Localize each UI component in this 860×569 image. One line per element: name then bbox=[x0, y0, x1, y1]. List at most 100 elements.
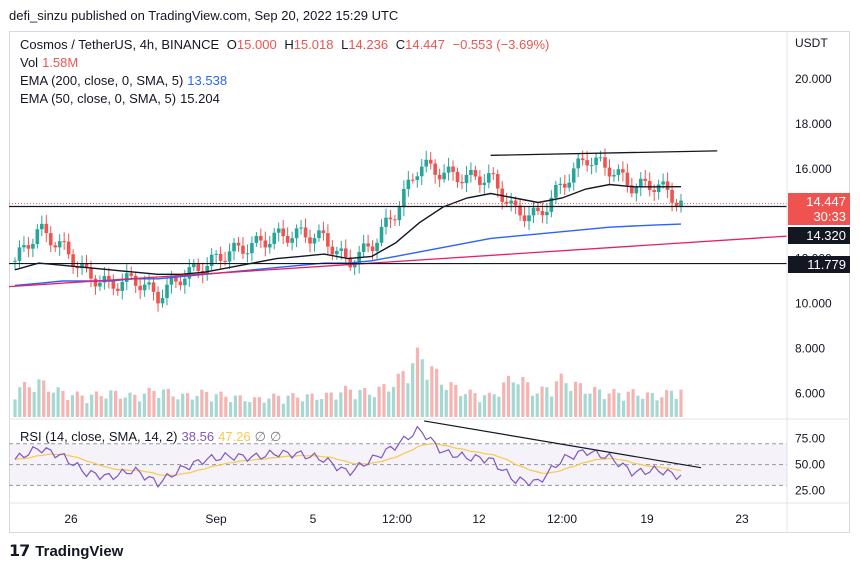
volume-bar bbox=[679, 389, 683, 417]
candle-body bbox=[437, 174, 442, 180]
volume-bar bbox=[324, 392, 329, 417]
candle-body bbox=[455, 171, 460, 183]
volume-bar bbox=[578, 383, 582, 417]
candle-body bbox=[156, 291, 160, 304]
candle-body bbox=[482, 182, 487, 185]
candle-body bbox=[232, 242, 236, 252]
candle-body bbox=[183, 278, 187, 286]
volume-bar bbox=[80, 395, 84, 417]
volume-bar bbox=[276, 395, 281, 417]
candle-body bbox=[634, 187, 639, 194]
candle-body bbox=[312, 238, 317, 244]
volume-bar bbox=[267, 398, 271, 417]
candle-body bbox=[670, 189, 674, 203]
volume-bar bbox=[85, 403, 89, 417]
candle-body bbox=[352, 264, 357, 268]
volume-bar bbox=[660, 397, 664, 417]
trend-line bbox=[9, 235, 788, 288]
candle-body bbox=[446, 166, 451, 173]
volume-bar bbox=[502, 382, 506, 417]
ema200-value: 13.538 bbox=[187, 73, 228, 88]
volume-bar bbox=[128, 392, 132, 417]
candle-body bbox=[656, 184, 661, 193]
candle-body bbox=[603, 157, 607, 168]
candle-body bbox=[554, 184, 558, 198]
volume-bar bbox=[161, 389, 166, 417]
volume-bar bbox=[526, 382, 530, 417]
volume-bar bbox=[229, 402, 233, 417]
volume-bar bbox=[37, 379, 41, 417]
volume-bar bbox=[435, 368, 439, 417]
volume-bar bbox=[669, 390, 674, 417]
high-label: H bbox=[284, 37, 294, 52]
time-tick-label: 12:00 bbox=[382, 512, 412, 526]
ema200-line bbox=[14, 223, 682, 287]
volume-bar bbox=[90, 394, 94, 417]
candle-body bbox=[299, 227, 303, 229]
candle-body bbox=[612, 175, 616, 177]
rsi-divergence-line bbox=[424, 420, 702, 469]
candle-body bbox=[402, 188, 406, 208]
candle-body bbox=[48, 233, 53, 246]
price-tick-label: 6.000 bbox=[795, 386, 825, 400]
candle-body bbox=[589, 165, 594, 167]
volume-bar bbox=[602, 399, 606, 417]
candle-body bbox=[98, 282, 102, 287]
time-tick-label: 12:00 bbox=[547, 512, 577, 526]
rsi-extra1: ∅ bbox=[254, 429, 266, 444]
volume-bar bbox=[425, 379, 429, 417]
candle-body bbox=[263, 240, 268, 248]
overlays bbox=[9, 150, 788, 288]
candle-body bbox=[411, 179, 415, 181]
candle-body bbox=[571, 168, 576, 183]
candle-body bbox=[26, 245, 31, 249]
volume-bar bbox=[348, 389, 352, 417]
volume-bar bbox=[631, 389, 635, 417]
volume-bar bbox=[363, 388, 367, 417]
countdown-tag: 30:33 bbox=[788, 208, 850, 225]
price-chart[interactable]: 75.00 50.00 25.00 USDT 20.000 18.000 16.000 14… bbox=[9, 31, 850, 533]
ema200-legend[interactable]: EMA (200, close, 0, SMA, 5) 13.538 bbox=[20, 73, 231, 88]
volume-bar bbox=[406, 383, 410, 417]
candle-body bbox=[451, 166, 455, 172]
candle-body bbox=[607, 167, 612, 177]
ema50-legend[interactable]: EMA (50, close, 0, SMA, 5) 15.204 bbox=[20, 91, 224, 106]
candle-body bbox=[57, 241, 62, 248]
candle-body bbox=[464, 174, 469, 184]
rsi-tick-label: 50.00 bbox=[795, 458, 825, 472]
footer-brand[interactable]: 𝟭𝟳 TradingView bbox=[9, 541, 123, 561]
low-label: L bbox=[341, 37, 349, 52]
volume-bar bbox=[243, 401, 247, 417]
volume-bar bbox=[387, 391, 391, 417]
volume-bar bbox=[382, 384, 386, 417]
volume-legend[interactable]: Vol 1.58M bbox=[20, 55, 82, 70]
rsi-label: RSI (14, close, SMA, 14, 2) bbox=[20, 429, 178, 444]
volume-bar bbox=[152, 390, 156, 417]
volume-bar bbox=[353, 399, 357, 417]
volume-bar bbox=[344, 385, 348, 417]
candle-body bbox=[478, 176, 482, 185]
time-tick-label: Sep bbox=[205, 512, 227, 526]
candle-body bbox=[120, 281, 125, 291]
candle-body bbox=[160, 298, 165, 304]
volume-bars bbox=[13, 347, 683, 417]
volume-bar bbox=[597, 389, 602, 417]
candle-body bbox=[665, 181, 670, 190]
symbol-label[interactable]: Cosmos / TetherUS, 4h, BINANCE bbox=[20, 37, 220, 52]
candle-body bbox=[111, 279, 116, 289]
volume-bar bbox=[473, 393, 477, 417]
candle-body bbox=[44, 223, 49, 234]
volume-bar bbox=[104, 398, 108, 417]
change-value: −0.553 (−3.69%) bbox=[452, 37, 550, 52]
volume-bar bbox=[674, 398, 678, 417]
volume-bar bbox=[468, 389, 472, 417]
candle-body bbox=[366, 243, 370, 247]
volume-bar bbox=[320, 399, 324, 417]
candle-body bbox=[13, 260, 17, 262]
volume-bar bbox=[334, 399, 338, 417]
volume-bar bbox=[593, 386, 597, 417]
volume-bar bbox=[545, 387, 549, 417]
volume-bar bbox=[583, 393, 587, 417]
volume-bar bbox=[315, 399, 319, 417]
rsi-legend[interactable]: RSI (14, close, SMA, 14, 2) 38.56 47.26 ∅ ∅ bbox=[20, 429, 285, 445]
